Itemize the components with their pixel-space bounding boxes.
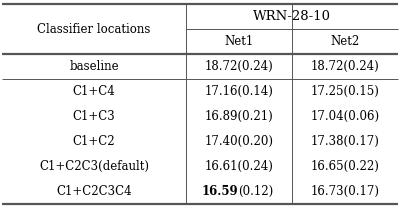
Text: C1+C4: C1+C4 [73, 85, 115, 98]
Text: Net1: Net1 [224, 35, 254, 48]
Text: 17.04(0.06): 17.04(0.06) [310, 110, 380, 123]
Text: 16.89(0.21): 16.89(0.21) [205, 110, 273, 123]
Text: (0.12): (0.12) [238, 185, 274, 198]
Text: 17.40(0.20): 17.40(0.20) [204, 135, 274, 148]
Text: 17.38(0.17): 17.38(0.17) [310, 135, 380, 148]
Text: Classifier locations: Classifier locations [37, 23, 151, 36]
Text: 17.16(0.14): 17.16(0.14) [204, 85, 274, 98]
Text: C1+C2C3C4: C1+C2C3C4 [56, 185, 132, 198]
Text: baseline: baseline [69, 60, 119, 73]
Text: C1+C3: C1+C3 [73, 110, 115, 123]
Text: WRN-28-10: WRN-28-10 [253, 10, 331, 23]
Text: C1+C2C3(default): C1+C2C3(default) [39, 160, 149, 173]
Text: 18.72(0.24): 18.72(0.24) [205, 60, 273, 73]
Text: 16.61(0.24): 16.61(0.24) [204, 160, 274, 173]
Text: Net2: Net2 [330, 35, 360, 48]
Text: 16.73(0.17): 16.73(0.17) [310, 185, 380, 198]
Text: C1+C2: C1+C2 [73, 135, 115, 148]
Text: 18.72(0.24): 18.72(0.24) [311, 60, 379, 73]
Text: 17.25(0.15): 17.25(0.15) [310, 85, 380, 98]
Text: 16.65(0.22): 16.65(0.22) [310, 160, 380, 173]
Text: 16.59: 16.59 [202, 185, 238, 198]
